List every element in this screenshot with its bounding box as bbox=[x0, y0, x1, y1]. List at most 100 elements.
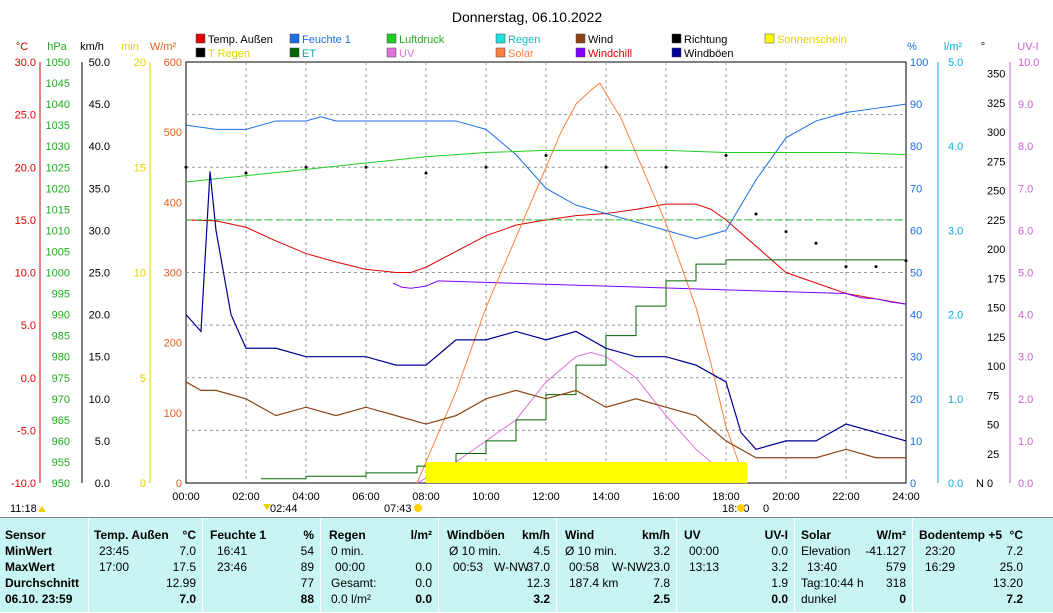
axis-tick-label: 500 bbox=[164, 127, 182, 139]
axis-tick-label: 30.0 bbox=[89, 225, 110, 237]
axis-tick-label: 75 bbox=[987, 390, 999, 402]
axis-tick-label: 1045 bbox=[46, 78, 70, 90]
axis-unit: % bbox=[907, 41, 917, 53]
uv-avg: 1.9 bbox=[771, 576, 788, 590]
axis-tick-label: 50.0 bbox=[89, 57, 110, 69]
series-solar bbox=[416, 82, 748, 484]
rain-r3: 0.0 bbox=[415, 576, 432, 590]
rain-title: Regen bbox=[329, 528, 366, 542]
hum-last: 88 bbox=[300, 592, 314, 606]
axis-tick-label: 25.0 bbox=[89, 268, 110, 280]
series-richtung-point bbox=[844, 265, 848, 269]
solar-r3: 318 bbox=[885, 576, 906, 590]
legend-swatch bbox=[289, 33, 300, 44]
axis-tick-label: 0 bbox=[987, 478, 993, 490]
axis-tick-label: 50 bbox=[987, 420, 999, 432]
axis-tick-label: 300 bbox=[164, 268, 182, 280]
axis-tick-label: -5.0 bbox=[17, 425, 36, 437]
stats-rain: Regen l/m² 0 min. 00:00 0.0 Gesamt: 0.0 0.0… bbox=[320, 518, 438, 613]
axis-tick-label: 175 bbox=[987, 273, 1005, 285]
series-richtung-point bbox=[484, 165, 488, 169]
legend-label: Wind bbox=[588, 34, 613, 46]
axis-tick-label: 10 bbox=[134, 268, 146, 280]
axis-tick-label: 125 bbox=[987, 332, 1005, 344]
wind-r2-dir: W-NW bbox=[612, 560, 648, 574]
x-tick-label: 18:00 bbox=[712, 491, 740, 503]
series-richtung-point bbox=[304, 165, 308, 169]
series-feuchte-1 bbox=[185, 103, 907, 240]
solar-r1-label: Elevation bbox=[801, 544, 851, 558]
uv-title: UV bbox=[684, 528, 701, 542]
rain-r2: 0.0 bbox=[415, 560, 432, 574]
uv-max-time: 13:13 bbox=[689, 560, 720, 574]
axis-tick-label: 100 bbox=[910, 57, 928, 69]
series-luftdruck bbox=[185, 149, 907, 183]
axis-tick-label: 50 bbox=[910, 268, 922, 280]
moonrise-label: 02:44 bbox=[270, 503, 298, 515]
axis-tick-label: 1050 bbox=[46, 57, 70, 69]
temp-avg: 12.99 bbox=[165, 576, 196, 590]
moon-icon bbox=[263, 504, 271, 510]
soil-last: 7.2 bbox=[1006, 592, 1023, 606]
sunrise-label: 07:43 bbox=[384, 503, 412, 515]
axis-tick-label: 950 bbox=[52, 478, 70, 490]
axis-tick-label: 325 bbox=[987, 98, 1005, 110]
x-tick-label: 20:00 bbox=[772, 491, 800, 503]
temp-min-time: 23:45 bbox=[99, 544, 130, 558]
hum-min-time: 16:41 bbox=[217, 544, 248, 558]
axis-tick-label: 40.0 bbox=[89, 141, 110, 153]
x-tick-label: 04:00 bbox=[292, 491, 320, 503]
axis-tick-label: 150 bbox=[987, 303, 1005, 315]
series-layer bbox=[184, 82, 908, 484]
uv-max: 3.2 bbox=[771, 560, 788, 574]
axis-tick-label: 975 bbox=[52, 373, 70, 385]
series-richtung-point bbox=[664, 165, 668, 169]
legend-swatch bbox=[671, 33, 682, 44]
axis-tick-label: 275 bbox=[987, 156, 1005, 168]
x-tick-label: 08:00 bbox=[412, 491, 440, 503]
wind-r3: 7.8 bbox=[653, 576, 670, 590]
axis-tick-label: 90 bbox=[910, 99, 922, 111]
rain-r3-label: Gesamt: bbox=[331, 576, 377, 590]
label-min: MinWert bbox=[5, 544, 53, 558]
axis-tick-label: 970 bbox=[52, 394, 70, 406]
axis-tick-label: 60 bbox=[910, 225, 922, 237]
rain-r4: 0.0 bbox=[415, 592, 432, 606]
axis-tick-label: 30 bbox=[910, 352, 922, 364]
axis-tick-label: 990 bbox=[52, 310, 70, 322]
soil-max-time: 16:29 bbox=[925, 560, 956, 574]
axis-tick-label: 15 bbox=[134, 162, 146, 174]
legend-swatch bbox=[289, 47, 300, 58]
axis-tick-label: 250 bbox=[987, 186, 1005, 198]
axis-unit: W/m² bbox=[150, 41, 177, 53]
uv-min-time: 00:00 bbox=[689, 544, 720, 558]
temp-min: 7.0 bbox=[179, 544, 196, 558]
solar-unit: W/m² bbox=[876, 528, 906, 542]
axis-tick-label: 1030 bbox=[46, 141, 70, 153]
temp-title: Temp. Außen bbox=[94, 528, 169, 542]
gust-r1-label: Ø 10 min. bbox=[449, 544, 502, 558]
series-richtung-point bbox=[184, 165, 188, 169]
gust-r2: 37.0 bbox=[526, 560, 550, 574]
stats-panel: Sensor MinWert MaxWert Durchschnitt 06.1… bbox=[0, 517, 1053, 613]
axis-tick-label: 15.0 bbox=[89, 352, 110, 364]
legend-swatch bbox=[671, 47, 682, 58]
axis-tick-label: 25 bbox=[987, 449, 999, 461]
wind-r1: 3.2 bbox=[653, 544, 670, 558]
series-richtung-point bbox=[424, 171, 428, 175]
wind-r2-time: 00:58 bbox=[569, 560, 600, 574]
axis-tick-label: 0.0 bbox=[948, 478, 963, 490]
weather-chart: Donnerstag, 06.10.2022 Temp. Außen Feucht… bbox=[10, 9, 1039, 515]
stats-uv: UV UV-I 00:00 0.0 13:13 3.2 1.9 0.0 bbox=[676, 518, 794, 613]
axis-tick-label: 100 bbox=[987, 361, 1005, 373]
hum-max-time: 23:46 bbox=[217, 560, 248, 574]
x-tick-label: 24:00 bbox=[892, 491, 920, 503]
solar-title: Solar bbox=[801, 528, 832, 542]
axis-tick-label: 20.0 bbox=[15, 162, 36, 174]
x-tick-label: 02:00 bbox=[232, 491, 260, 503]
label-max: MaxWert bbox=[5, 560, 55, 574]
stats-gusts: Windböen km/h Ø 10 min. 4.5 00:53 W-NW 37.0 … bbox=[438, 518, 556, 613]
axis-tick-label: 5.0 bbox=[1018, 268, 1033, 280]
rain-r1-label: 0 min. bbox=[331, 544, 364, 558]
legend-label: ET bbox=[302, 48, 316, 60]
